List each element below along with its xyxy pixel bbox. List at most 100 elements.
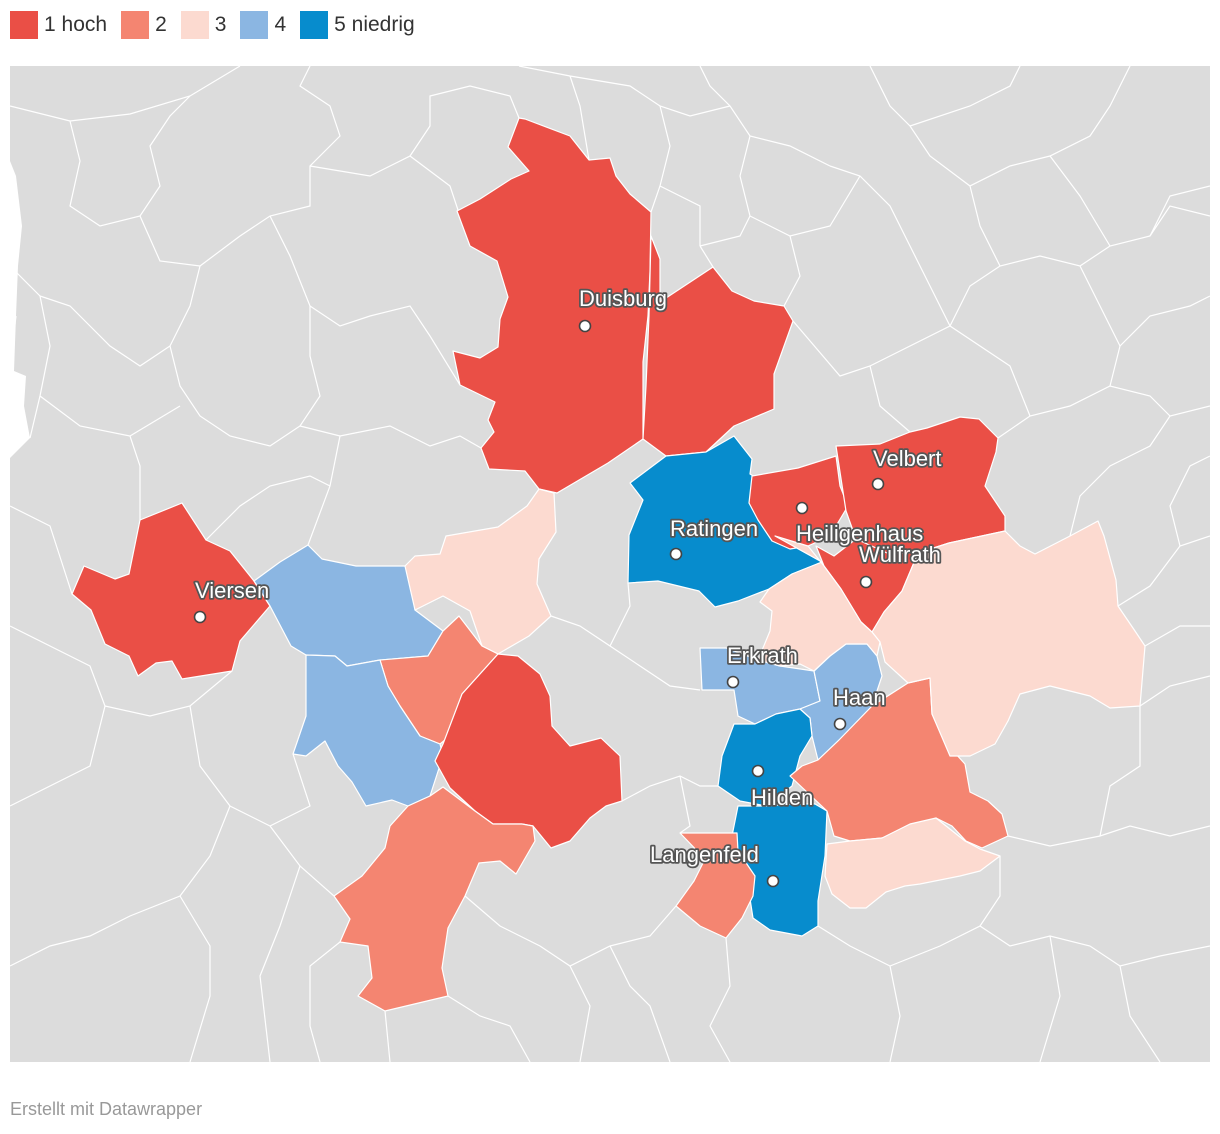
- municipality-border: [69, 95, 191, 227]
- legend-swatch-2: [121, 11, 150, 39]
- legend-label-2: 2: [155, 13, 167, 36]
- municipality-border: [10, 66, 241, 122]
- municipality-border: [1169, 455, 1210, 547]
- legend-item-4: 4: [240, 11, 290, 39]
- legend-label-1: 1 hoch: [44, 13, 108, 36]
- municipality-border: [1079, 265, 1121, 347]
- municipality-border: [783, 235, 801, 307]
- legend-item-2: 2: [121, 11, 171, 39]
- municipality-border: [384, 1010, 391, 1062]
- choropleth-map[interactable]: Duisburg Velbert Ratingen Heiligenhaus Wülfr…: [10, 66, 1210, 1062]
- municipality-border: [699, 66, 831, 167]
- municipality-border: [179, 895, 211, 1062]
- municipality-border: [659, 185, 701, 246]
- region-region-west-of-langenfeld-2-[interactable]: [675, 832, 756, 939]
- municipality-border: [550, 615, 701, 691]
- legend-label-5: 5 niedrig: [334, 13, 415, 36]
- city-markers: Duisburg Velbert Ratingen HeiligenhausWülfr…: [193, 284, 943, 888]
- municipality-border: [1144, 625, 1210, 647]
- municipality-border: [307, 435, 341, 546]
- background-municipality-borders: [10, 66, 1210, 1062]
- municipality-border: [1139, 675, 1210, 707]
- municipality-border: [129, 405, 181, 437]
- city-dot-wuelfrath[interactable]: [859, 575, 873, 589]
- credit-text: Erstellt mit Datawrapper: [10, 1099, 203, 1119]
- city-label-erkrath: Erkrath: [727, 643, 798, 668]
- legend-swatch-4: [240, 11, 269, 39]
- city-label-langenfeld: Langenfeld: [650, 842, 759, 867]
- region-viersen[interactable]: [71, 502, 271, 680]
- region-heiligenhaus[interactable]: [748, 455, 849, 550]
- municipality-border: [979, 925, 1210, 967]
- municipality-border: [969, 66, 1131, 267]
- municipality-border: [569, 965, 591, 1062]
- legend-swatch-3: [180, 11, 209, 39]
- region-region-east-of-wülfrath-3-[interactable]: [871, 520, 1146, 757]
- region-region-south-east-3-[interactable]: [824, 817, 1001, 909]
- municipality-border: [269, 825, 335, 897]
- city-label-ratingen: Ratingen: [670, 516, 758, 541]
- city-dot-duisburg[interactable]: [578, 319, 592, 333]
- municipality-border: [569, 75, 590, 161]
- region-hilden[interactable]: [717, 708, 813, 807]
- city-dot-ratingen[interactable]: [669, 547, 683, 561]
- municipality-border: [1117, 535, 1210, 607]
- map-svg: Duisburg Velbert Ratingen HeiligenhausWülfr…: [10, 66, 1210, 1062]
- municipality-border: [949, 185, 1210, 327]
- municipality-border: [10, 805, 231, 967]
- legend-label-4: 4: [274, 13, 287, 36]
- city-dot-erkrath[interactable]: [726, 675, 740, 689]
- region-duisburg-west[interactable]: [452, 117, 652, 494]
- city-label-duisburg: Duisburg: [579, 286, 667, 311]
- city-dot-heiligenhaus[interactable]: [795, 501, 809, 515]
- regions: [71, 117, 1146, 1012]
- municipality-border: [829, 165, 951, 327]
- legend-item-3: 3: [180, 11, 231, 39]
- city-dot-hilden[interactable]: [751, 764, 765, 778]
- city-dot-viersen[interactable]: [193, 610, 207, 624]
- municipality-border: [739, 135, 861, 237]
- city-label-viersen: Viersen: [195, 578, 269, 603]
- city-label-velbert: Velbert: [873, 446, 942, 471]
- municipality-border: [909, 66, 1021, 127]
- municipality-border: [621, 775, 718, 802]
- municipality-border: [817, 856, 1001, 967]
- region-region-north-west-of-düsseldorf-3-[interactable]: [404, 488, 557, 655]
- municipality-border: [409, 155, 471, 247]
- municipality-border: [39, 265, 201, 367]
- city-dot-velbert[interactable]: [871, 477, 885, 491]
- municipality-border: [792, 320, 951, 377]
- municipality-border: [650, 105, 671, 213]
- city-dot-haan[interactable]: [833, 717, 847, 731]
- municipality-border: [1109, 295, 1210, 387]
- municipality-border: [1007, 825, 1210, 847]
- municipality-border: [1039, 935, 1061, 1062]
- municipality-border: [869, 66, 971, 187]
- municipality-border: [609, 945, 671, 1062]
- left-edge-cutout: [10, 161, 30, 458]
- municipality-border: [997, 385, 1171, 439]
- municipality-border: [1099, 706, 1141, 837]
- region-region-south-of-ratingen-3-[interactable]: [757, 535, 881, 672]
- municipality-border: [1049, 155, 1111, 247]
- municipality-border: [189, 705, 311, 827]
- municipality-border: [139, 66, 341, 267]
- municipality-border: [1149, 205, 1210, 237]
- legend-label-3: 3: [214, 13, 227, 36]
- municipality-border: [299, 425, 482, 449]
- municipality-border: [869, 365, 911, 433]
- municipality-border: [10, 625, 106, 807]
- municipality-border: [10, 505, 73, 595]
- municipality-border: [205, 475, 331, 541]
- region-region-south-west-2-[interactable]: [333, 786, 536, 1012]
- municipality-border: [104, 670, 233, 717]
- city-dot-langenfeld[interactable]: [766, 874, 780, 888]
- municipality-border: [169, 306, 321, 447]
- municipality-border: [309, 941, 341, 1062]
- region-duisburg-ost[interactable]: [642, 235, 794, 457]
- municipality-border: [709, 937, 731, 1062]
- region-region-south-west-1-[interactable]: [434, 653, 623, 849]
- municipality-border: [679, 775, 691, 834]
- municipality-border: [949, 325, 1031, 417]
- city-label-hilden: Hilden: [751, 785, 813, 810]
